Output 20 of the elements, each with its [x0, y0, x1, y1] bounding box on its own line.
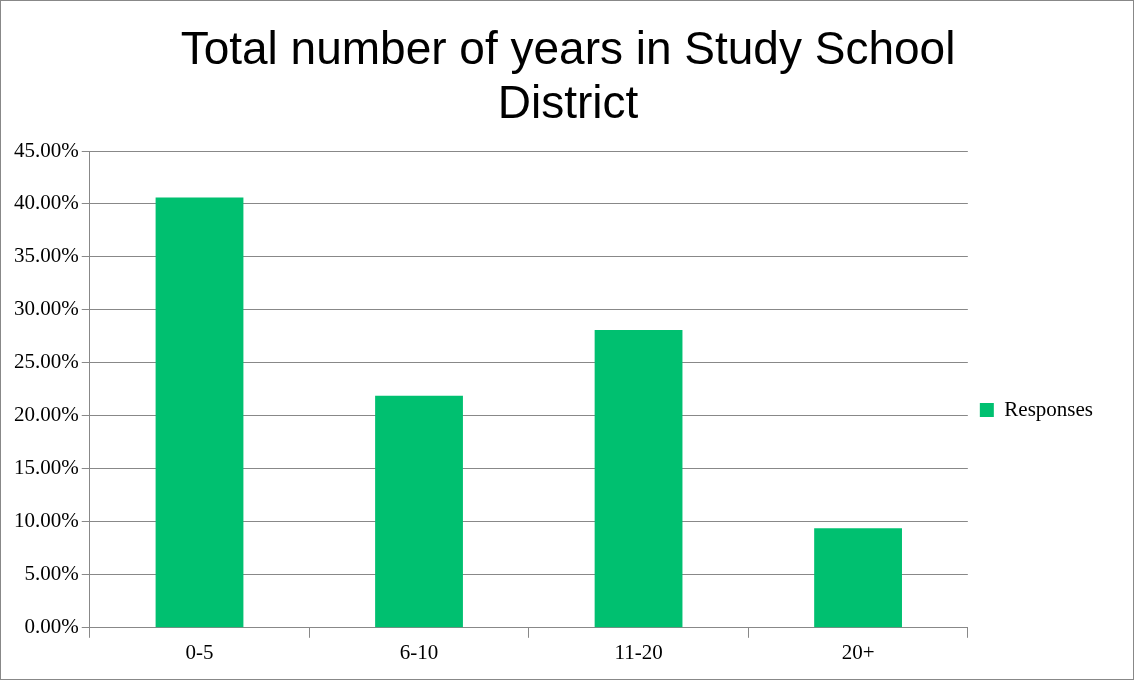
y-tick-label: 45.00% [13, 137, 79, 162]
y-tick-label: 15.00% [13, 455, 79, 480]
y-tick-label: 0.00% [24, 614, 79, 639]
y-tick-label: 25.00% [13, 349, 79, 374]
bar [375, 395, 463, 628]
y-tick-label: 35.00% [13, 243, 79, 268]
x-tick-label: 11-20 [614, 639, 663, 664]
bar [155, 197, 244, 628]
x-tick-label: 6-10 [399, 639, 439, 664]
x-tick-label: 20+ [841, 639, 875, 664]
y-tick-label: 5.00% [24, 561, 79, 586]
y-tick-label: 30.00% [13, 296, 79, 321]
bar [594, 330, 683, 628]
y-tick-label: 40.00% [13, 190, 79, 215]
x-tick-label: 0-5 [185, 639, 214, 664]
y-tick-label: 10.00% [13, 508, 79, 533]
legend-label: Responses [1004, 396, 1094, 421]
y-tick-label: 20.00% [13, 402, 79, 427]
bar [814, 528, 902, 628]
chart-title: Total number of years in Study School District [179, 21, 957, 129]
